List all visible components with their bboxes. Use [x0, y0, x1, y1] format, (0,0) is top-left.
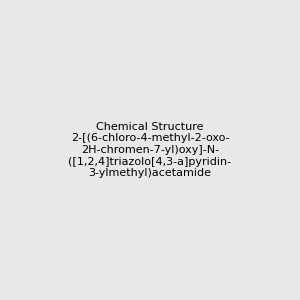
Text: Chemical Structure
2-[(6-chloro-4-methyl-2-oxo-
2H-chromen-7-yl)oxy]-N-
([1,2,4]: Chemical Structure 2-[(6-chloro-4-methyl…	[68, 122, 232, 178]
